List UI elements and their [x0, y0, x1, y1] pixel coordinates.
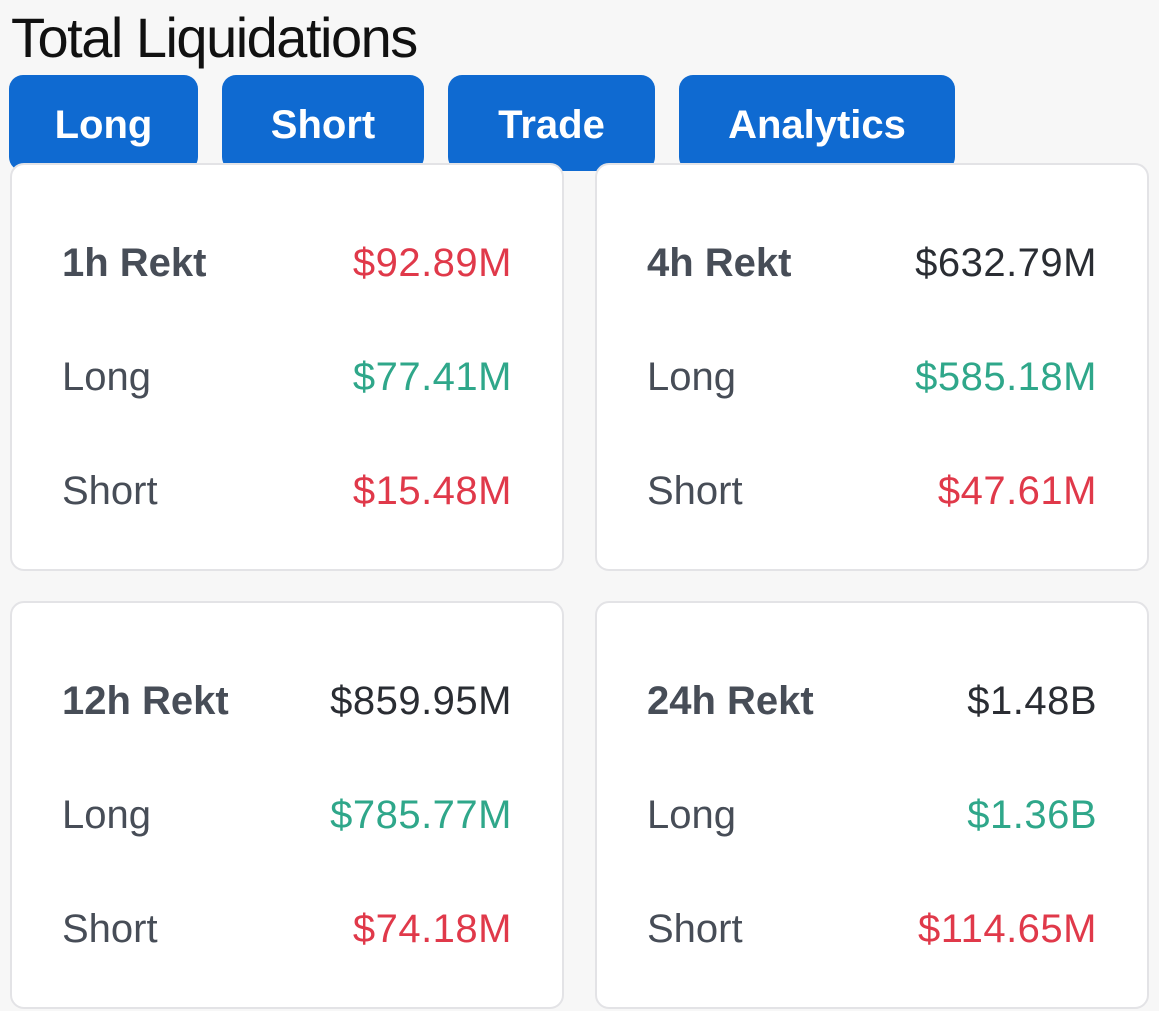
long-label: Long	[62, 792, 151, 837]
long-value: $585.18M	[915, 354, 1097, 399]
long-value: $1.36B	[967, 792, 1097, 837]
long-label: Long	[62, 354, 151, 399]
long-value: $785.77M	[330, 792, 512, 837]
tab-analytics[interactable]: Analytics	[679, 75, 955, 171]
short-row: Short $74.18M	[62, 899, 512, 959]
short-row: Short $47.61M	[647, 461, 1097, 521]
stats-card-24h: 24h Rekt $1.48B Long $1.36B Short $114.6…	[595, 601, 1149, 1009]
short-row: Short $114.65M	[647, 899, 1097, 959]
short-label: Short	[62, 906, 158, 951]
short-label: Short	[647, 906, 743, 951]
short-value: $15.48M	[352, 468, 512, 513]
long-row: Long $585.18M	[647, 347, 1097, 407]
tab-trade[interactable]: Trade	[448, 75, 655, 171]
page-title: Total Liquidations	[11, 6, 418, 69]
long-label: Long	[647, 354, 736, 399]
long-row: Long $77.41M	[62, 347, 512, 407]
short-row: Short $15.48M	[62, 461, 512, 521]
total-row: 12h Rekt $859.95M	[62, 671, 512, 731]
total-label: 24h Rekt	[647, 678, 814, 723]
total-label: 12h Rekt	[62, 678, 229, 723]
stats-card-12h: 12h Rekt $859.95M Long $785.77M Short $7…	[10, 601, 564, 1009]
tab-short[interactable]: Short	[222, 75, 424, 171]
stats-card-1h: 1h Rekt $92.89M Long $77.41M Short $15.4…	[10, 163, 564, 571]
short-label: Short	[62, 468, 158, 513]
total-label: 1h Rekt	[62, 240, 207, 285]
total-value: $92.89M	[352, 240, 512, 285]
short-value: $114.65M	[918, 906, 1097, 951]
tab-long[interactable]: Long	[9, 75, 198, 171]
long-row: Long $785.77M	[62, 785, 512, 845]
total-label: 4h Rekt	[647, 240, 792, 285]
short-value: $47.61M	[937, 468, 1097, 513]
total-row: 1h Rekt $92.89M	[62, 233, 512, 293]
long-value: $77.41M	[352, 354, 512, 399]
short-value: $74.18M	[352, 906, 512, 951]
long-label: Long	[647, 792, 736, 837]
total-value: $859.95M	[330, 678, 512, 723]
total-row: 4h Rekt $632.79M	[647, 233, 1097, 293]
total-value: $632.79M	[915, 240, 1097, 285]
short-label: Short	[647, 468, 743, 513]
total-value: $1.48B	[967, 678, 1097, 723]
long-row: Long $1.36B	[647, 785, 1097, 845]
total-row: 24h Rekt $1.48B	[647, 671, 1097, 731]
stats-card-4h: 4h Rekt $632.79M Long $585.18M Short $47…	[595, 163, 1149, 571]
